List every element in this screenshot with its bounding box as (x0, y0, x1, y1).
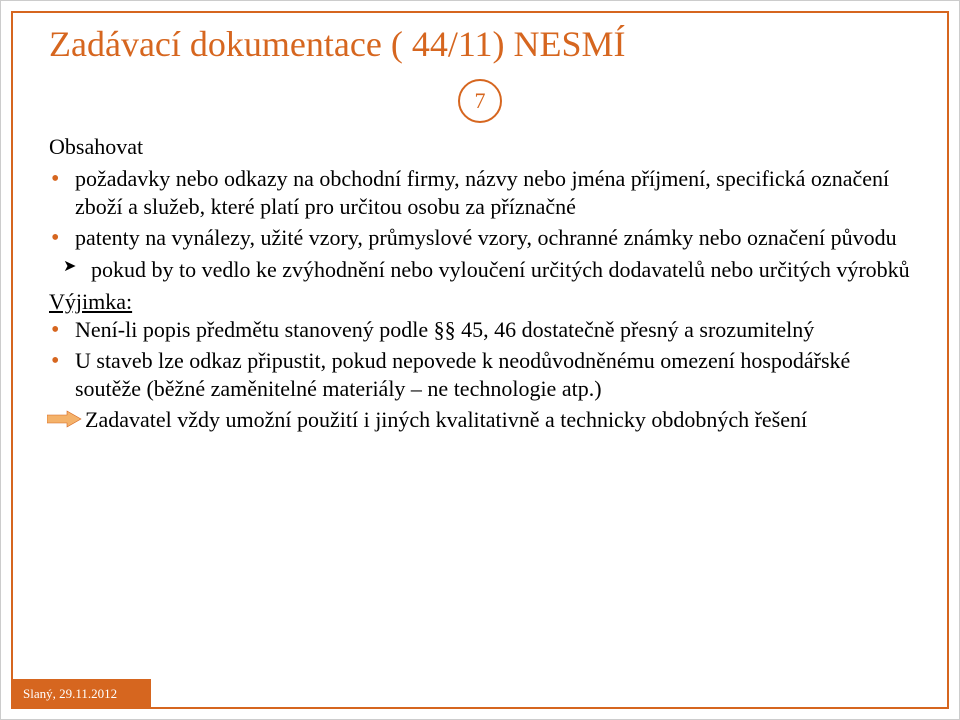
content-area: Obsahovat požadavky nebo odkazy na obcho… (49, 133, 911, 435)
slide: Zadávací dokumentace ( 44/11) NESMÍ 7 Ob… (0, 0, 960, 720)
footer-text: Slaný, 29.11.2012 (23, 686, 117, 702)
arrow-note-text: Zadavatel vždy umožní použití i jiných k… (85, 407, 807, 432)
slide-title: Zadávací dokumentace ( 44/11) NESMÍ (49, 23, 625, 65)
arrow-note: Zadavatel vždy umožní použití i jiných k… (49, 406, 911, 434)
footer: Slaný, 29.11.2012 (11, 677, 949, 709)
exception-label: Výjimka: (49, 288, 911, 316)
exception-bullets: Není-li popis předmětu stanovený podle §… (49, 316, 911, 403)
page-number: 7 (475, 88, 486, 114)
page-number-badge: 7 (458, 79, 502, 123)
sub-bullets: pokud by to vedlo ke zvýhodnění nebo vyl… (49, 256, 911, 284)
main-bullets: požadavky nebo odkazy na obchodní firmy,… (49, 165, 911, 252)
sub-bullet-item: pokud by to vedlo ke zvýhodnění nebo vyl… (91, 256, 911, 284)
bullet-item: patenty na vynálezy, užité vzory, průmys… (75, 224, 911, 252)
section-label: Obsahovat (49, 133, 911, 161)
bullet-item: Není-li popis předmětu stanovený podle §… (75, 316, 911, 344)
footer-bar: Slaný, 29.11.2012 (11, 679, 151, 709)
arrow-right-icon (47, 410, 83, 428)
bullet-item: požadavky nebo odkazy na obchodní firmy,… (75, 165, 911, 221)
bullet-item: U staveb lze odkaz připustit, pokud nepo… (75, 347, 911, 403)
